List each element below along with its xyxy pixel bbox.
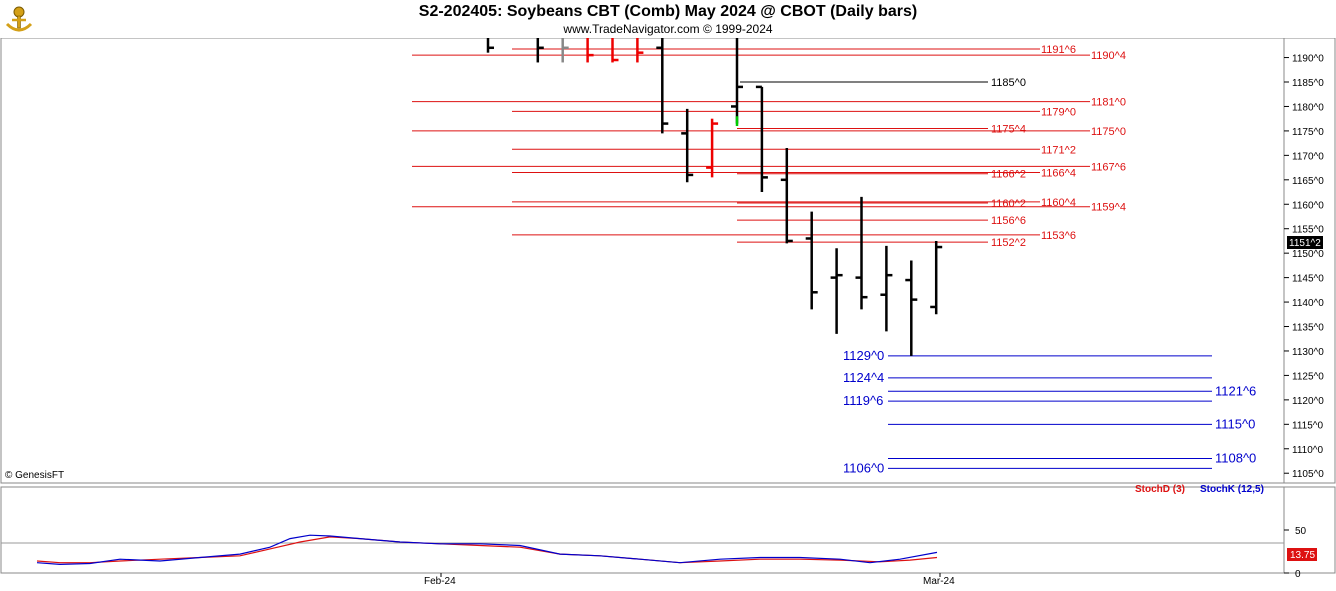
level-label: 1175^0 bbox=[1091, 126, 1126, 138]
level-label: 1191^6 bbox=[1041, 44, 1076, 56]
level-label: 1159^4 bbox=[1091, 202, 1126, 214]
level-label: 1121^6 bbox=[1215, 383, 1256, 398]
bars-layer bbox=[486, 38, 943, 356]
last-price-badge bbox=[1287, 236, 1323, 249]
level-label: 1166^4 bbox=[1041, 167, 1076, 179]
level-label: 1124^4 bbox=[843, 370, 884, 385]
levels-layer: 1191^6 1190^4 1185^0 1181^0 1179^0 1175^4 1175… bbox=[412, 44, 1256, 475]
stoch-d-legend: StochD (3) bbox=[1135, 484, 1185, 495]
price-tick-label: 1185^0 bbox=[1292, 78, 1324, 89]
price-tick-label: 1150^0 bbox=[1292, 249, 1324, 260]
stoch-series-line bbox=[36, 536, 938, 564]
level-label: 1185^0 bbox=[991, 77, 1026, 89]
price-tick-label: 1140^0 bbox=[1292, 298, 1324, 309]
price-tick-label: 1120^0 bbox=[1292, 396, 1324, 407]
price-tick-label: 1175^0 bbox=[1292, 127, 1324, 138]
price-tick-label: 1130^0 bbox=[1292, 347, 1324, 358]
level-label: 1108^0 bbox=[1215, 451, 1256, 466]
price-panel bbox=[0, 37, 1285, 484]
chart-subtitle: www.TradeNavigator.com © 1999-2024 bbox=[563, 22, 773, 36]
last-stoch-badge bbox=[1287, 548, 1317, 561]
copyright-text: © GenesisFT bbox=[5, 470, 64, 481]
chart-header: S2-202405: Soybeans CBT (Comb) May 2024 … bbox=[0, 0, 1336, 38]
chart-title: S2-202405: Soybeans CBT (Comb) May 2024 … bbox=[418, 3, 918, 20]
stoch-series-line bbox=[36, 534, 938, 566]
price-tick-label: 1135^0 bbox=[1292, 323, 1324, 334]
price-tick-label: 1165^0 bbox=[1292, 176, 1324, 187]
level-label: 1166^2 bbox=[991, 169, 1026, 181]
stoch-layer: 50 0 Feb-24 Mar-24 bbox=[36, 526, 1307, 587]
level-label: 1153^6 bbox=[1041, 230, 1076, 242]
level-label: 1160^4 bbox=[1041, 197, 1076, 209]
level-label: 1181^0 bbox=[1091, 97, 1126, 109]
level-label: 1106^0 bbox=[843, 460, 884, 475]
date-tick-label: Feb-24 bbox=[424, 576, 456, 587]
price-tick-label: 1145^0 bbox=[1292, 274, 1324, 285]
price-axis bbox=[1283, 37, 1336, 484]
price-tick-label: 1160^0 bbox=[1292, 200, 1324, 211]
price-tick-label: 1125^0 bbox=[1292, 371, 1324, 382]
level-label: 1152^2 bbox=[991, 237, 1026, 249]
level-label: 1167^6 bbox=[1091, 161, 1126, 173]
stoch-tick-label: 50 bbox=[1295, 526, 1307, 537]
level-label: 1175^4 bbox=[991, 123, 1026, 135]
last-price-label: 1151^2 bbox=[1289, 238, 1321, 249]
level-label: 1115^0 bbox=[1215, 416, 1255, 431]
level-label: 1179^0 bbox=[1041, 106, 1076, 118]
level-label: 1171^2 bbox=[1041, 144, 1076, 156]
level-label: 1160^2 bbox=[991, 198, 1026, 210]
stoch-tick-label: 0 bbox=[1295, 569, 1301, 580]
price-tick-label: 1115^0 bbox=[1292, 420, 1323, 431]
stoch-panel bbox=[0, 486, 1285, 574]
price-tick-label: 1110^0 bbox=[1292, 445, 1323, 456]
price-tick-label: 1105^0 bbox=[1292, 469, 1324, 480]
date-tick-label: Mar-24 bbox=[923, 576, 955, 587]
price-tick-label: 1180^0 bbox=[1292, 102, 1324, 113]
price-tick-label: 1155^0 bbox=[1292, 225, 1324, 236]
level-label: 1129^0 bbox=[843, 348, 884, 363]
stoch-k-legend: StochK (12,5) bbox=[1200, 484, 1264, 495]
trade-navigator-logo bbox=[4, 2, 34, 39]
last-stoch-label: 13.75 bbox=[1290, 550, 1315, 561]
level-label: 1156^6 bbox=[991, 215, 1026, 227]
price-tick-label: 1170^0 bbox=[1292, 151, 1324, 162]
level-label: 1119^6 bbox=[843, 393, 883, 408]
price-ticks-layer: 1190^0 1185^0 1180^0 1175^0 1170^0 1165^0 1160… bbox=[1284, 54, 1324, 480]
price-tick-label: 1190^0 bbox=[1292, 54, 1324, 65]
level-label: 1190^4 bbox=[1091, 50, 1126, 62]
